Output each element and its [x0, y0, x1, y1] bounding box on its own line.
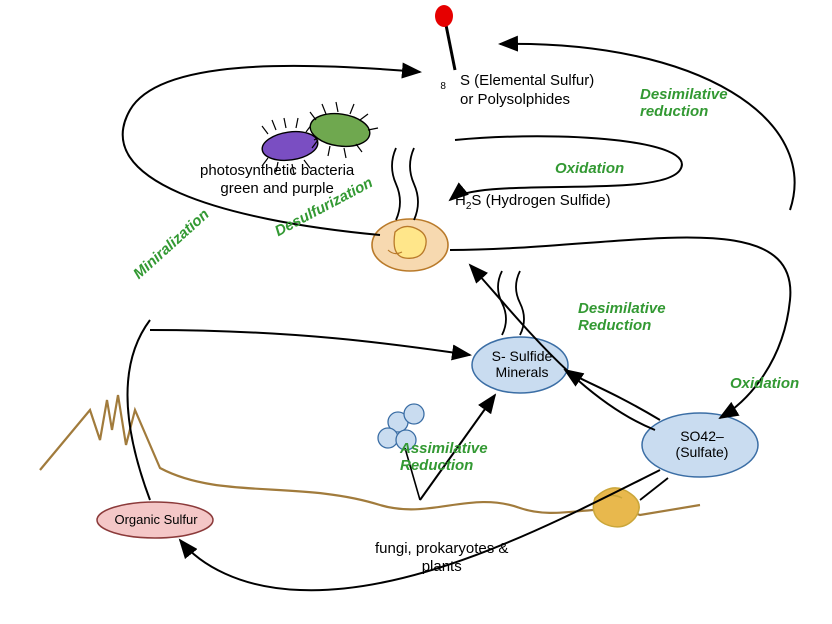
fungi-label-1: fungi, prokaryotes & [375, 540, 508, 557]
sulfide-text: S- Sulfide Minerals [482, 348, 562, 380]
fungi-label-2: plants [422, 558, 462, 575]
bacteria-label-2: green and purple [220, 180, 333, 197]
sulfate-text-1: SO42– [680, 428, 724, 444]
sulfide-text-2: Minerals [496, 364, 549, 380]
polysolphides-text: or Polysolphides [460, 91, 570, 108]
elemental-sulfur-label: S (Elemental Sulfur) 8 or Polysolphides [460, 72, 604, 110]
arrow-tube-to-sulfate [640, 478, 668, 500]
h2s-sub: 2 [466, 201, 472, 212]
h2s-label: H2S (Hydrogen Sulfide) [455, 192, 611, 212]
s8-text: S (Elemental Sulfur) [460, 72, 594, 89]
sulfide-text-1: S- Sulfide [492, 348, 553, 364]
h2s-waves-upper [392, 148, 400, 220]
organic-sulfur-text: Organic Sulfur [108, 512, 204, 527]
arrow-miniralization-lower [128, 320, 151, 500]
proc-desim-red-top: Desimilativereduction [640, 86, 728, 121]
desulfurization-organism-icon [372, 219, 448, 271]
fungi-label: fungi, prokaryotes & plants [375, 540, 508, 576]
tube-organism-icon [593, 488, 639, 527]
bacteria-label-1: photosynthetic bacteria [200, 162, 354, 179]
arrow-left-to-sulfide [150, 330, 470, 355]
arrow-sulfate-to-sulfide [565, 370, 660, 420]
h2s-waves-upper-2 [410, 148, 418, 220]
bacteria-green-icon [308, 102, 378, 158]
arrow-desim-red-top [500, 44, 795, 210]
sulfate-text-2: (Sulfate) [676, 444, 729, 460]
proc-oxidation-right: Oxidation [730, 375, 799, 392]
proc-oxidation-top: Oxidation [555, 160, 624, 177]
proc-desim-red-mid: DesimilativeReduction [578, 300, 666, 335]
s8-subscript: 8 [440, 81, 446, 92]
proc-assim-red: AssimilativeReduction [400, 440, 488, 475]
sulfate-text: SO42– (Sulfate) [662, 428, 742, 460]
matchstick-icon [435, 5, 455, 70]
